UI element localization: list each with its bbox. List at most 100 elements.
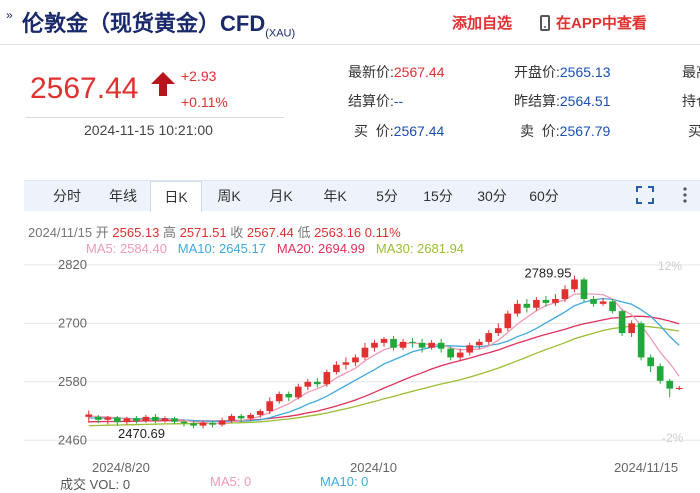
period-tabs: 分时 年线 日K 周K 月K 年K 5分 15分 30分 60分 <box>24 180 700 212</box>
candle <box>314 377 321 388</box>
vol-ma5: MA5: 0 <box>210 474 252 489</box>
candle <box>352 354 359 367</box>
candle <box>599 298 607 306</box>
tab-yearline[interactable]: 年线 <box>109 188 137 204</box>
high-price-field: 最高 <box>682 64 700 80</box>
open-interest-field: 持仓 <box>682 93 700 109</box>
candle <box>418 338 426 353</box>
candle <box>675 385 683 390</box>
candle <box>609 298 616 314</box>
candle <box>218 417 226 427</box>
ma30-line <box>88 325 680 427</box>
candle <box>133 415 140 424</box>
candle <box>361 342 369 360</box>
candle <box>666 378 674 398</box>
candle <box>409 337 416 348</box>
candle <box>533 297 540 311</box>
candle <box>647 354 654 373</box>
y-tick-label: 2580 <box>58 374 87 389</box>
tab-30min[interactable]: 30分 <box>477 188 507 204</box>
candle <box>371 339 378 352</box>
candle <box>304 378 312 391</box>
candle <box>285 391 293 402</box>
x-label-mid: 2024/10 <box>350 460 397 475</box>
ma20-line <box>88 315 680 423</box>
candle <box>228 413 235 423</box>
candle <box>628 320 635 337</box>
candle <box>190 420 197 429</box>
candle <box>180 419 188 427</box>
candle <box>380 336 388 347</box>
y-tick-label: 2460 <box>58 432 87 447</box>
candle <box>294 383 302 400</box>
y-tick-label: 2700 <box>58 315 87 330</box>
candle <box>475 338 483 349</box>
tab-yearly-k[interactable]: 年K <box>323 188 347 204</box>
tab-60min[interactable]: 60分 <box>529 188 559 204</box>
candle <box>494 323 502 336</box>
candle <box>523 298 531 313</box>
volume-value: 成交 VOL: 0 <box>60 477 131 492</box>
candle <box>428 339 435 350</box>
candle <box>390 336 397 351</box>
header-divider <box>0 44 700 45</box>
candle <box>571 275 578 293</box>
candle <box>114 415 121 426</box>
vol-ma10: MA10: 0 <box>320 474 369 489</box>
pct-tick-label: -2% <box>662 431 684 445</box>
quote-time: 2024-11-15 10:21:00 <box>84 122 213 138</box>
volume-legend: 成交 VOL: 0 MA5: 0 MA10: 0 <box>60 474 368 493</box>
open-in-app-label: 在APP中查看 <box>556 15 647 32</box>
candle <box>171 416 178 425</box>
candle <box>104 415 112 425</box>
tab-monthly-k[interactable]: 月K <box>269 188 293 204</box>
candle <box>514 299 521 317</box>
candle <box>580 277 588 302</box>
fullscreen-icon[interactable] <box>636 186 654 204</box>
kline-chart[interactable]: 2820 2700 2580 2460 12% -2% 2789.95 2470.69 <box>24 256 700 456</box>
tab-5min[interactable]: 5分 <box>376 188 398 204</box>
candle <box>275 391 283 404</box>
bid-price-field: 买 价:2567.44 <box>354 123 445 139</box>
candle <box>552 294 559 306</box>
tab-weekly-k[interactable]: 周K <box>217 188 241 204</box>
phone-icon <box>540 14 550 31</box>
candle <box>247 412 254 421</box>
price-change-percent: +0.11% <box>181 94 228 110</box>
tab-15min[interactable]: 15分 <box>423 188 453 204</box>
latest-price-field: 最新价:2567.44 <box>348 64 445 80</box>
more-options-icon[interactable] <box>676 186 694 204</box>
ma30-legend: MA30: 2681.94 <box>375 241 465 256</box>
candle <box>618 309 626 336</box>
tab-intraday[interactable]: 分时 <box>53 188 81 204</box>
candle <box>466 342 474 356</box>
x-label-end: 2024/11/15 <box>614 460 679 475</box>
open-in-app-button[interactable]: 在APP中查看 <box>540 12 647 33</box>
up-arrow-icon <box>151 72 175 96</box>
candle <box>542 296 550 307</box>
instrument-name: 伦敦金（现货黄金）CFD <box>22 11 266 36</box>
high-annotation: 2789.95 <box>524 266 571 281</box>
low-annotation: 2470.69 <box>118 426 165 441</box>
candle <box>85 410 93 423</box>
x-label-start: 2024/8/20 <box>92 460 150 475</box>
ma20-legend: MA20: 2694.99 <box>276 241 366 256</box>
candle <box>94 414 102 424</box>
ask-price-field: 卖 价:2567.79 <box>520 123 611 139</box>
candle <box>152 413 159 424</box>
settle-price-field: 结算价:-- <box>348 93 404 109</box>
ma10-line <box>88 297 680 423</box>
price-divider <box>26 117 284 118</box>
candle <box>437 338 445 353</box>
candle <box>323 369 331 387</box>
ma-legend: MA5: 2584.40 MA10: 2645.17 MA20: 2694.99… <box>86 241 464 256</box>
candle <box>447 346 454 361</box>
add-watchlist-button[interactable]: 添加自选 <box>452 15 513 32</box>
y-tick-label: 2820 <box>58 257 87 272</box>
candle <box>561 285 569 302</box>
prev-settle-field: 昨结算:2564.51 <box>514 93 611 109</box>
ma5-line <box>88 293 680 425</box>
candle <box>590 296 597 307</box>
tab-daily-k[interactable]: 日K <box>150 181 202 212</box>
candle <box>485 330 493 345</box>
